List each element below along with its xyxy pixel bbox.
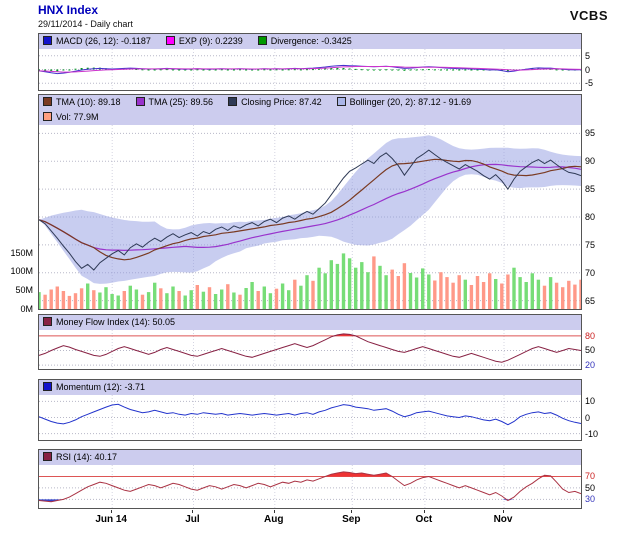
x-axis-tick (273, 510, 275, 513)
macd-panel[interactable]: MACD (26, 12): -0.1187 EXP (9): 0.2239 Div… (38, 33, 593, 91)
chart-subtitle: 29/11/2014 - Daily chart (38, 19, 133, 29)
x-axis-tick (192, 510, 194, 513)
y-axis-label: -10 (585, 428, 599, 439)
x-axis-month-label: Jun 14 (95, 514, 127, 525)
x-axis-month-label: Nov (493, 514, 513, 525)
macd-legend-row: MACD (26, 12): -0.1187 EXP (9): 0.2239 Div… (39, 34, 581, 49)
legend-swatch-icon (43, 36, 52, 45)
legend-label: Vol: 77.9M (56, 112, 99, 122)
y-axis-label: 20 (585, 360, 596, 371)
legend-item: Closing Price: 87.42 (228, 97, 322, 107)
legend-item: EXP (9): 0.2239 (165, 36, 243, 46)
y-axis-label: 75 (585, 239, 596, 250)
chart-title: HNX Index (38, 3, 99, 17)
legend-item: Momentum (12): -3.71 (43, 382, 145, 392)
momentum-plot[interactable] (39, 395, 581, 440)
legend-swatch-icon (43, 452, 52, 461)
price-legend-row: TMA (10): 89.18 TMA (25): 89.56 Closing Pr… (39, 95, 581, 110)
y-axis-label: 90 (585, 156, 596, 167)
legend-item: Money Flow Index (14): 50.05 (43, 317, 175, 327)
y-axis-label: -5 (585, 78, 594, 89)
y-axis-label: 50 (585, 345, 596, 356)
mfi-plot[interactable] (39, 330, 581, 369)
legend-label: Bollinger (20, 2): 87.12 - 91.69 (349, 97, 472, 107)
y-axis-label: 80 (585, 330, 596, 341)
y-axis-label: 95 (585, 128, 596, 139)
legend-label: Money Flow Index (14): 50.05 (56, 317, 176, 327)
x-axis: Jun 14 Jul Aug Sep Oct Nov (0, 510, 620, 530)
x-axis-month-label: Oct (415, 514, 433, 525)
legend-item: Vol: 77.9M (43, 112, 99, 122)
price-plot[interactable] (39, 125, 581, 309)
y-axis-label: 70 (585, 267, 596, 278)
legend-label: MACD (26, 12): -0.1187 (56, 36, 151, 46)
legend-label: Momentum (12): -3.71 (56, 382, 146, 392)
legend-item: MACD (26, 12): -0.1187 (43, 36, 151, 46)
legend-swatch-icon (43, 112, 52, 121)
x-axis-month-label: Aug (264, 514, 284, 525)
legend-item: TMA (10): 89.18 (43, 97, 121, 107)
rsi-panel[interactable]: RSI (14): 40.17 70 50 30 (38, 449, 595, 509)
legend-item: Bollinger (20, 2): 87.12 - 91.69 (336, 97, 472, 107)
legend-swatch-icon (228, 97, 238, 106)
x-axis-tick (423, 510, 425, 513)
x-axis-tick (503, 510, 505, 513)
legend-label: EXP (9): 0.2239 (178, 36, 243, 46)
brand-logo: VCBS (569, 8, 608, 23)
volume-axis-label: 50M (15, 285, 33, 296)
price-panel[interactable]: TMA (10): 89.18 TMA (25): 89.56 Closing Pr… (10, 94, 595, 314)
volume-axis-label: 150M (10, 247, 33, 258)
chart-header: HNX Index 29/11/2014 - Daily chart VCBS (0, 0, 620, 33)
price-legend-row: Vol: 77.9M (39, 110, 581, 125)
legend-swatch-icon (43, 317, 52, 326)
y-axis-label: 30 (585, 494, 596, 505)
momentum-legend-row: Momentum (12): -3.71 (39, 380, 581, 395)
legend-swatch-icon (336, 97, 346, 106)
legend-label: RSI (14): 40.17 (56, 452, 118, 462)
x-axis-month-label: Sep (342, 514, 361, 525)
mfi-legend-row: Money Flow Index (14): 50.05 (39, 315, 581, 330)
legend-swatch-icon (165, 36, 175, 45)
x-axis-tick (111, 510, 113, 513)
legend-label: Divergence: -0.3425 (270, 36, 352, 46)
chart-panels: MACD (26, 12): -0.1187 EXP (9): 0.2239 Div… (0, 33, 620, 509)
legend-swatch-icon (43, 382, 52, 391)
y-axis-label: 0 (585, 412, 591, 423)
y-axis-label: 50 (585, 482, 596, 493)
x-axis-month-label: Jul (185, 514, 200, 525)
legend-label: Closing Price: 87.42 (241, 97, 322, 107)
legend-item: Divergence: -0.3425 (257, 36, 352, 46)
volume-axis-label: 0M (20, 304, 33, 314)
y-axis-label: 85 (585, 184, 596, 195)
macd-plot[interactable] (39, 49, 581, 90)
legend-swatch-icon (135, 97, 145, 106)
y-axis-label: 80 (585, 212, 596, 222)
legend-item: TMA (25): 89.56 (135, 97, 214, 107)
y-axis-label: 70 (585, 471, 596, 482)
rsi-legend-row: RSI (14): 40.17 (39, 450, 581, 465)
mfi-panel[interactable]: Money Flow Index (14): 50.05 80 50 20 (38, 314, 595, 370)
volume-axis-label: 100M (10, 266, 33, 277)
momentum-panel[interactable]: Momentum (12): -3.71 10 0 -10 (38, 379, 598, 441)
y-axis-label: 10 (585, 396, 596, 407)
y-axis-label: 65 (585, 295, 596, 306)
legend-label: TMA (10): 89.18 (56, 97, 121, 107)
rsi-plot[interactable] (39, 465, 581, 508)
y-axis-label: 5 (585, 50, 591, 61)
legend-label: TMA (25): 89.56 (148, 97, 214, 107)
legend-item: RSI (14): 40.17 (43, 452, 117, 462)
x-axis-tick (351, 510, 353, 513)
legend-swatch-icon (257, 36, 267, 45)
y-axis-label: 0 (585, 64, 591, 75)
legend-swatch-icon (43, 97, 52, 106)
